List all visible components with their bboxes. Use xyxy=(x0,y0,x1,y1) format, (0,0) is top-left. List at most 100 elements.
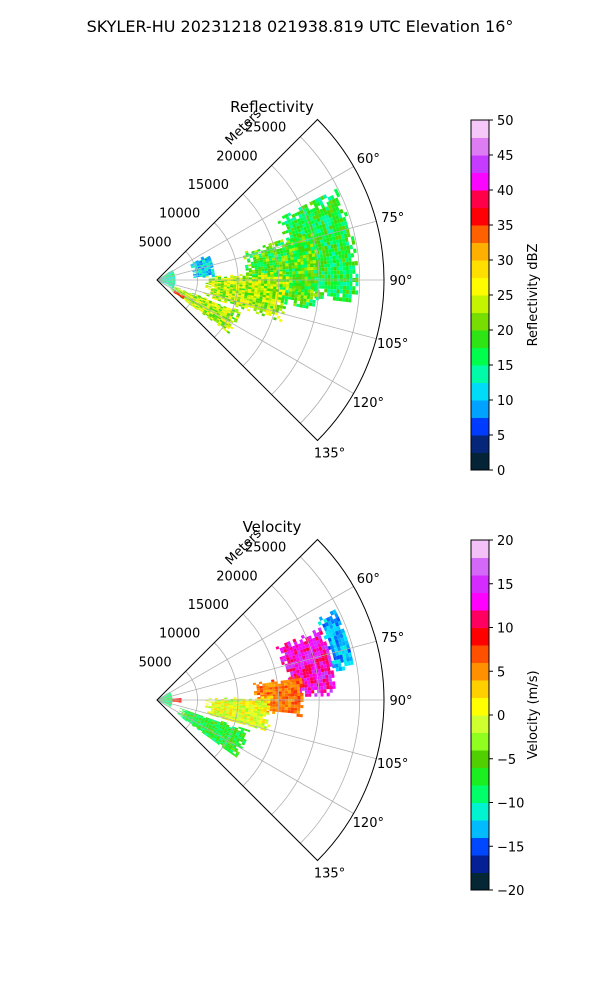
data-gate xyxy=(169,702,173,703)
data-gate xyxy=(171,284,175,286)
data-gate xyxy=(314,693,318,697)
data-gate xyxy=(162,276,166,278)
data-gate xyxy=(293,681,297,685)
data-gate xyxy=(275,706,279,710)
range-tick-label: 25000 xyxy=(245,541,286,556)
data-gate xyxy=(267,268,271,271)
data-gate xyxy=(288,704,292,708)
data-gate xyxy=(348,298,352,303)
azimuth-gridline xyxy=(156,640,377,701)
data-gate xyxy=(213,712,217,715)
data-gate xyxy=(298,646,303,651)
data-gate xyxy=(334,663,339,668)
data-gate xyxy=(308,253,313,258)
data-gate xyxy=(343,636,348,642)
data-gate xyxy=(299,224,304,229)
data-gate xyxy=(233,284,237,287)
data-gate xyxy=(197,720,201,723)
data-gate xyxy=(214,280,218,283)
data-gate xyxy=(188,293,192,296)
range-tick-label: 10000 xyxy=(159,627,200,642)
data-gate xyxy=(200,727,204,731)
data-gate xyxy=(174,288,178,290)
data-gate xyxy=(309,673,313,678)
data-gate xyxy=(239,702,243,705)
data-gate xyxy=(253,293,257,297)
data-gate xyxy=(245,721,250,725)
data-gate xyxy=(309,240,313,245)
data-gate xyxy=(219,314,223,317)
data-gate xyxy=(300,245,305,250)
data-gate xyxy=(217,701,221,704)
colorbar-tick-label: 15 xyxy=(497,578,514,593)
data-gate xyxy=(245,268,249,271)
data-gate xyxy=(339,654,344,660)
data-gate xyxy=(310,280,314,284)
data-gate xyxy=(166,700,170,701)
data-gate xyxy=(251,283,255,286)
data-gate xyxy=(281,297,285,301)
data-gate xyxy=(162,702,166,704)
azimuth-tick-label: 75° xyxy=(381,631,404,646)
data-gate xyxy=(262,259,267,262)
data-gate xyxy=(221,701,225,704)
data-gate xyxy=(172,276,176,278)
data-gate xyxy=(243,719,247,722)
data-gate xyxy=(339,633,344,639)
data-gate xyxy=(205,300,209,303)
data-gate xyxy=(234,318,238,322)
data-gate xyxy=(240,299,244,302)
data-gate xyxy=(244,715,248,718)
data-gate xyxy=(204,727,208,731)
data-gate xyxy=(300,634,305,639)
data-gate xyxy=(218,739,222,743)
data-gate xyxy=(272,711,276,715)
data-gate xyxy=(248,272,253,275)
data-gate xyxy=(228,715,232,718)
data-gate xyxy=(346,282,350,286)
data-gate xyxy=(205,286,209,289)
data-gate xyxy=(299,304,303,308)
data-gate xyxy=(213,710,217,712)
data-gate xyxy=(340,250,345,255)
data-gate xyxy=(165,274,169,276)
data-gate xyxy=(329,259,334,264)
data-gate xyxy=(309,208,314,214)
data-gate xyxy=(206,735,210,738)
data-gate xyxy=(171,284,175,286)
range-tick-label: 15000 xyxy=(188,598,229,613)
data-gate xyxy=(288,293,292,297)
data-gate xyxy=(330,292,334,297)
data-gate xyxy=(340,274,344,279)
data-gate xyxy=(324,671,328,676)
data-gate xyxy=(316,217,321,223)
data-gate xyxy=(320,203,325,209)
data-gate xyxy=(310,686,315,691)
data-gate xyxy=(163,698,167,699)
data-gate xyxy=(162,282,166,284)
data-gate xyxy=(310,219,315,225)
data-gate xyxy=(258,255,263,259)
data-gate xyxy=(257,285,261,288)
data-gate xyxy=(251,265,255,269)
data-gate xyxy=(346,249,351,254)
data-gate xyxy=(355,273,359,278)
data-gate xyxy=(236,313,241,317)
data-gate xyxy=(262,718,266,722)
data-gate xyxy=(184,711,188,714)
reflectivity-panel: Reflectivity60°75°90°105°120°135°5000100… xyxy=(139,98,541,479)
data-gate xyxy=(304,286,308,290)
data-gate xyxy=(285,266,289,270)
data-gate xyxy=(172,699,176,700)
data-gate xyxy=(160,700,164,701)
data-gate xyxy=(271,681,275,685)
data-gate xyxy=(217,282,221,284)
data-gate xyxy=(277,256,282,260)
data-gate xyxy=(272,704,276,707)
data-gate xyxy=(204,726,208,730)
data-gate xyxy=(201,302,205,306)
data-gate xyxy=(281,261,286,265)
data-gate xyxy=(211,720,215,723)
data-gate xyxy=(267,700,271,704)
data-gate xyxy=(324,222,329,228)
